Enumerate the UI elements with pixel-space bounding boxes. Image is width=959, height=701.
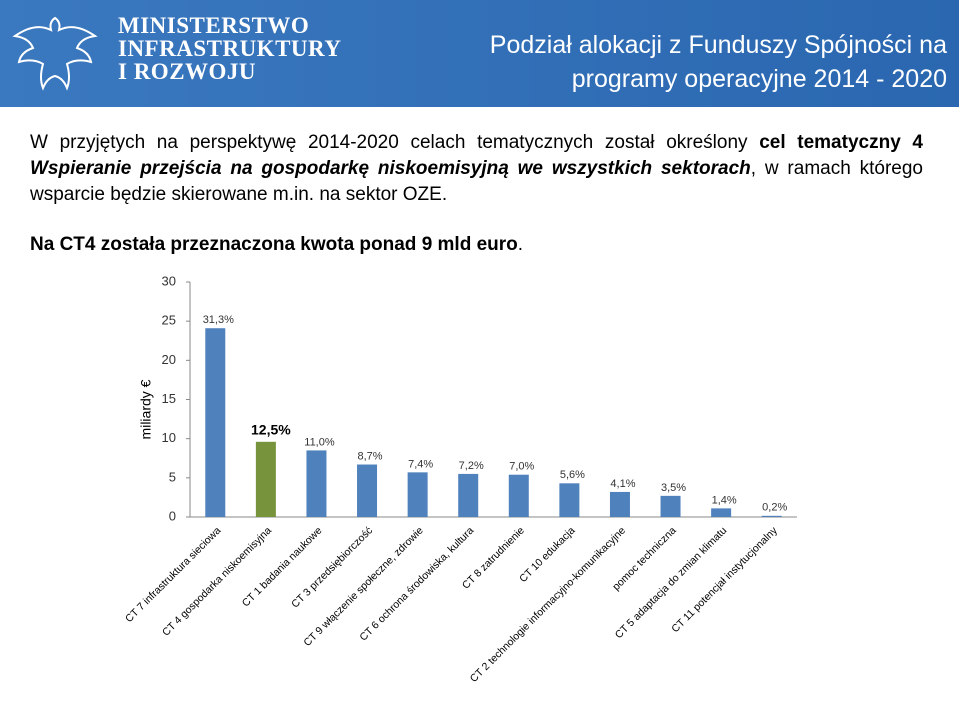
eagle-logo xyxy=(12,16,98,91)
logo-line: INFRASTRUKTURY xyxy=(118,36,342,61)
bar xyxy=(660,495,681,517)
text-segment: W przyjętych na perspektywę 2014-2020 ce… xyxy=(30,132,760,153)
x-tick-label: CT 4 gospodarka niskoemisyjna xyxy=(160,524,274,638)
text-segment: . xyxy=(517,234,524,255)
data-label: 5,6% xyxy=(560,469,585,481)
bar xyxy=(559,483,580,517)
y-axis-label: miliardy € xyxy=(138,379,154,439)
y-tick-label: 5 xyxy=(169,469,176,484)
y-tick-label: 0 xyxy=(169,508,176,523)
data-label: 3,5% xyxy=(661,482,686,494)
data-label: 0,2% xyxy=(762,502,787,514)
data-label: 4,1% xyxy=(610,478,635,490)
summary: Na CT4 została przeznaczona kwota ponad … xyxy=(30,234,523,256)
bar xyxy=(205,328,226,517)
bar xyxy=(711,508,732,517)
y-tick-label: 10 xyxy=(162,430,176,445)
bar xyxy=(508,474,529,517)
x-tick-label: CT 7 infrastruktura sieciowa xyxy=(123,524,223,624)
paragraph: W przyjętych na perspektywę 2014-2020 ce… xyxy=(30,130,923,208)
logo-line: MINISTERSTWO xyxy=(118,13,310,38)
text-segment: Na CT4 została przeznaczona kwota ponad … xyxy=(30,234,518,255)
data-label: 12,5% xyxy=(251,422,291,438)
header: MINISTERSTWO INFRASTRUKTURY I ROZWOJU Podz… xyxy=(0,0,959,107)
bar xyxy=(407,472,428,517)
y-tick-label: 30 xyxy=(162,273,176,288)
logo-line: I ROZWOJU xyxy=(118,59,257,84)
bar xyxy=(255,441,276,517)
logo-text: MINISTERSTWO INFRASTRUKTURY I ROZWOJU xyxy=(118,14,341,83)
y-tick-label: 15 xyxy=(162,391,176,406)
text-segment: , w ramach którego wsparcie będzie skier… xyxy=(30,158,923,205)
bar xyxy=(609,491,630,517)
x-tick-label: CT 6 ochrona środowiska, kultura xyxy=(357,524,476,643)
data-label: 1,4% xyxy=(712,494,737,506)
data-label: 7,0% xyxy=(509,461,534,473)
data-label: 31,3% xyxy=(203,314,234,326)
bar xyxy=(357,464,378,517)
bar xyxy=(458,473,479,517)
y-tick-label: 20 xyxy=(162,352,176,367)
data-label: 8,7% xyxy=(358,450,383,462)
slide-title: Podział alokacji z Funduszy Spójności na… xyxy=(490,28,947,96)
data-label: 11,0% xyxy=(304,436,335,448)
data-label: 7,2% xyxy=(459,460,484,472)
data-label: 7,4% xyxy=(408,458,433,470)
y-tick-label: 25 xyxy=(162,313,176,328)
text-segment: Wspieranie przejścia na gospodarkę nisko… xyxy=(30,158,751,179)
x-tick-label: CT 11 potencjał instytucjonalny xyxy=(669,524,780,635)
bar xyxy=(761,515,782,517)
title-line: programy operacyjne 2014 - 2020 xyxy=(571,65,947,93)
bar xyxy=(306,450,327,517)
text-segment: cel tematyczny 4 xyxy=(759,132,923,153)
title-line: Podział alokacji z Funduszy Spójności na xyxy=(489,31,947,59)
